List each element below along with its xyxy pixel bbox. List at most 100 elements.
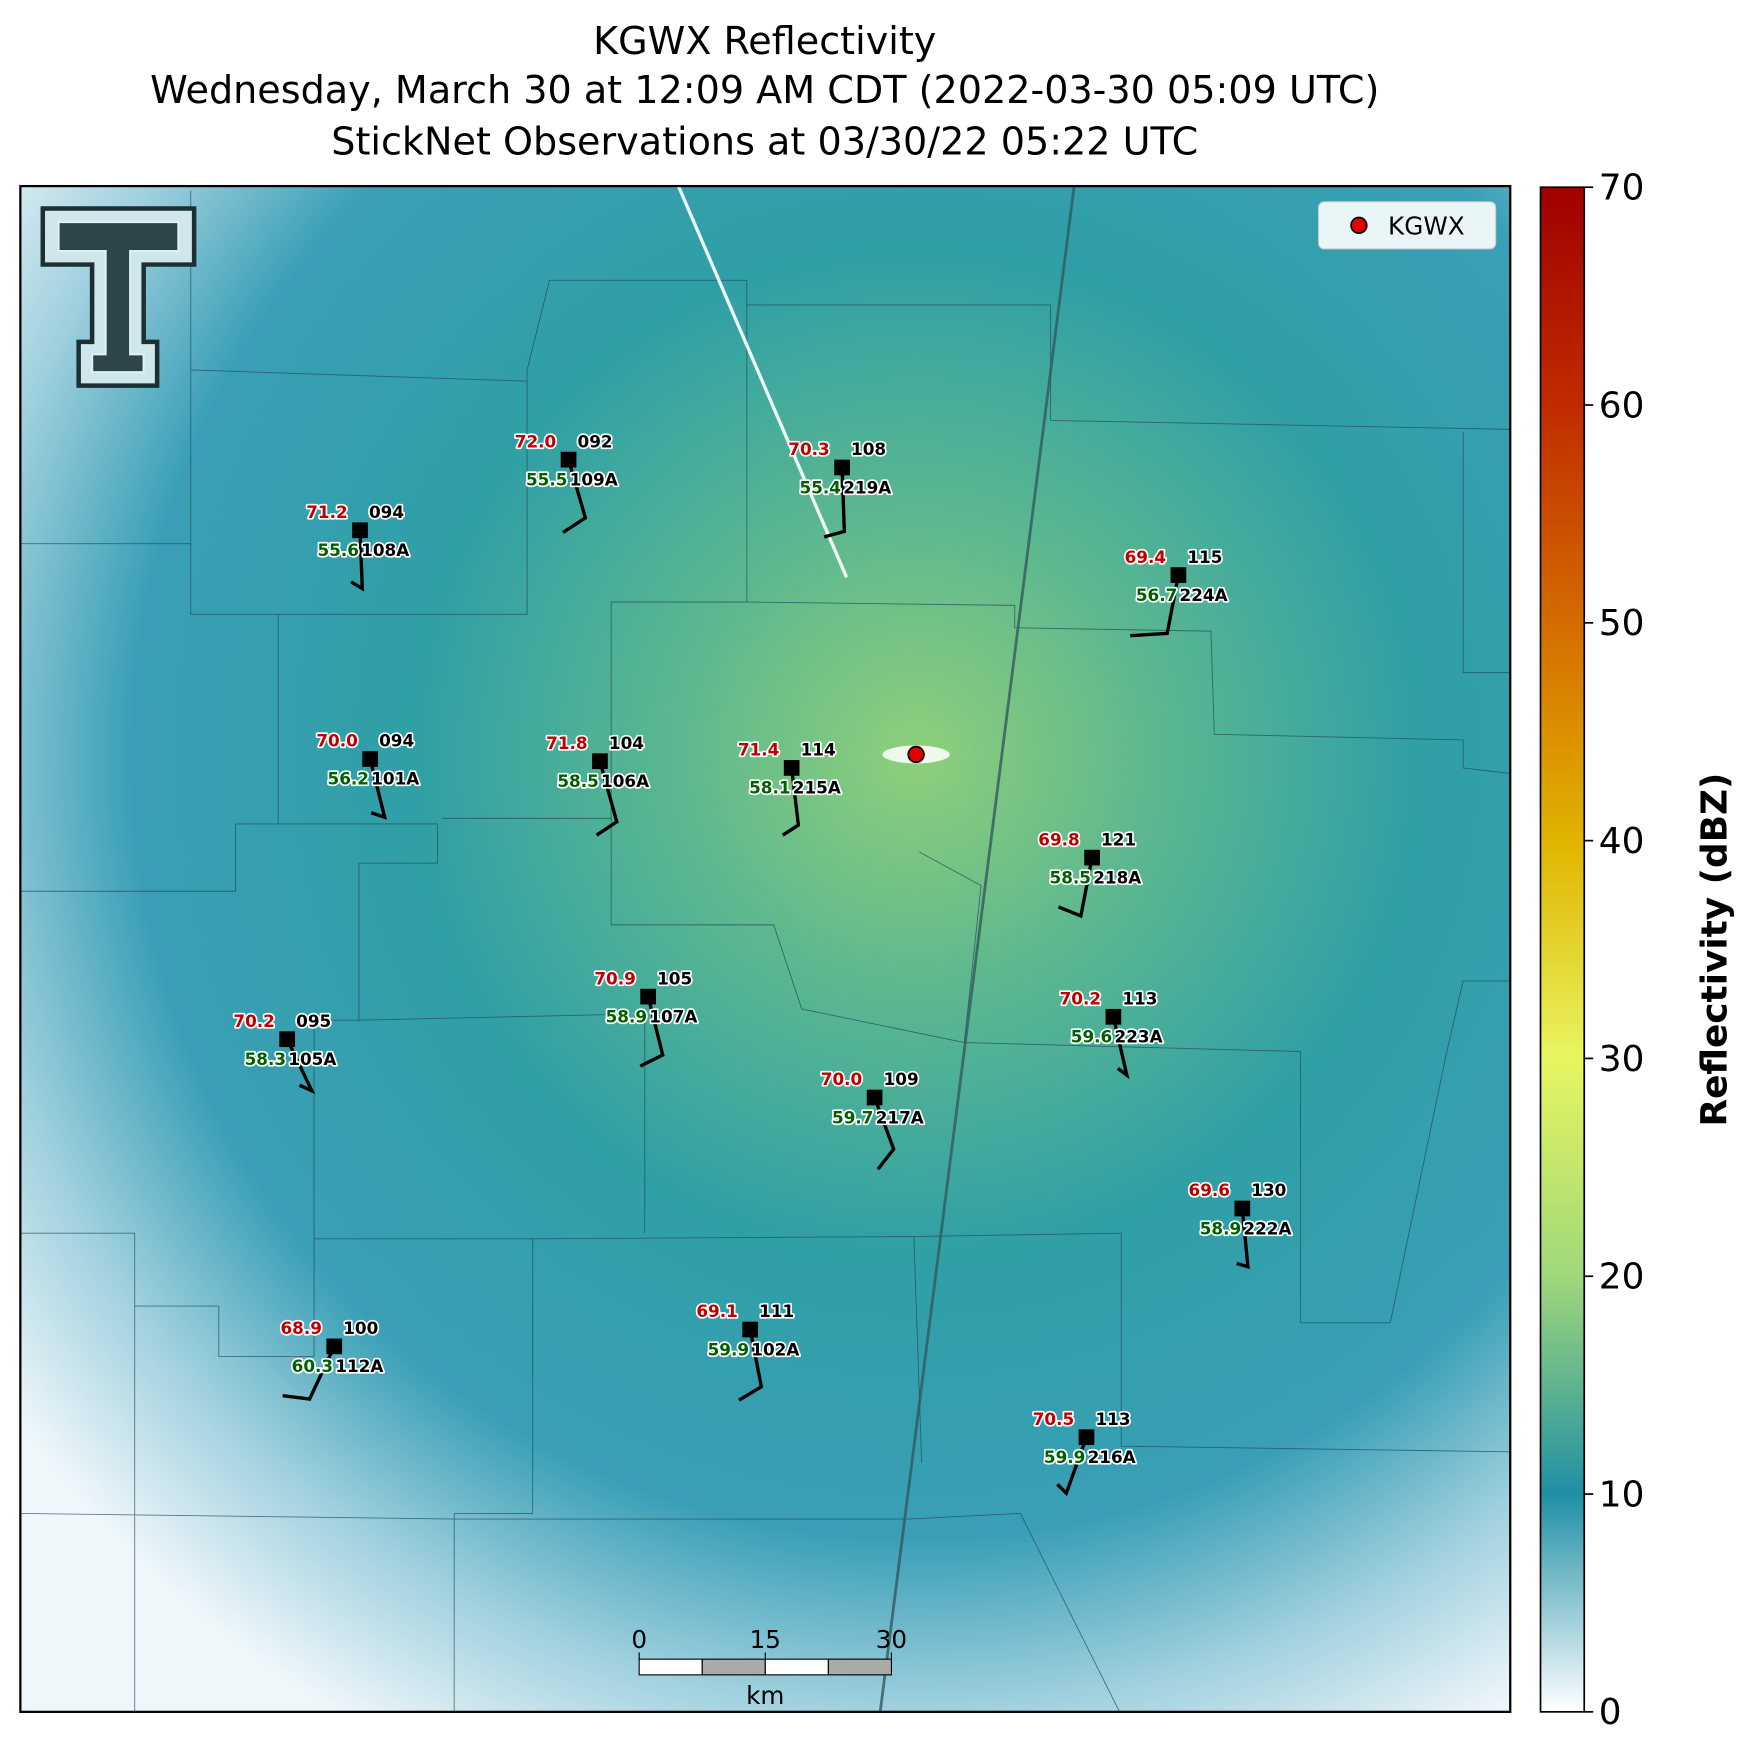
radar-field [20, 186, 1511, 1712]
dewpoint: 56.2 [328, 769, 369, 789]
wind-barb [285, 1038, 316, 1095]
station-id: 217A [876, 1107, 924, 1127]
station-id: 222A [1243, 1218, 1291, 1238]
station-number: 130 [1251, 1180, 1286, 1200]
dewpoint: 56.7 [1136, 585, 1177, 605]
station-marker [866, 1089, 883, 1106]
station-number: 100 [343, 1318, 378, 1338]
colorbar-label: Reflectivity (dBZ) [1695, 773, 1736, 1127]
station-marker [362, 751, 378, 767]
legend-label: KGWX [1388, 211, 1465, 240]
legend-marker [1350, 216, 1368, 235]
station-id: 223A [1115, 1027, 1163, 1047]
temperature: 70.5 [1033, 1409, 1074, 1429]
wind-barb [1057, 857, 1094, 919]
colorbar-tick-label: 30 [1599, 1039, 1645, 1080]
station-id: 215A [793, 778, 841, 798]
scale-unit: km [746, 1681, 784, 1710]
station-marker [640, 988, 656, 1005]
station-id: 101A [371, 769, 419, 789]
colorbar-tick-label: 20 [1599, 1257, 1645, 1298]
colorbar-tick-label: 0 [1599, 1692, 1622, 1733]
scale-tick-label: 15 [750, 1625, 781, 1654]
station-number: 115 [1187, 547, 1222, 567]
dewpoint: 59.7 [832, 1107, 873, 1127]
wind-barb [595, 760, 619, 837]
temperature: 70.9 [594, 968, 635, 988]
wind-barb [1236, 1208, 1250, 1270]
wind-barb [639, 996, 665, 1068]
dewpoint: 58.3 [245, 1049, 286, 1069]
radar-site [907, 745, 925, 764]
scale-tick-label: 30 [876, 1625, 907, 1654]
station-number: 105 [657, 968, 692, 988]
temperature: 69.4 [1125, 547, 1166, 567]
scale-bar: 0 15 30 km [631, 1625, 907, 1710]
station-number: 094 [379, 731, 414, 751]
wind-barb [350, 530, 365, 592]
reflectivity [20, 186, 1511, 1712]
dewpoint: 58.9 [1200, 1218, 1241, 1238]
colorbar-tick-label: 40 [1599, 821, 1645, 862]
colorbar-tick-label: 60 [1599, 385, 1645, 426]
station-id: 105A [288, 1049, 336, 1069]
dewpoint: 59.6 [1071, 1027, 1112, 1047]
dewpoint: 59.9 [708, 1339, 749, 1359]
wind-barb [1111, 1016, 1130, 1080]
station-id: 106A [601, 771, 649, 791]
dewpoint: 60.3 [292, 1356, 333, 1376]
dewpoint: 58.5 [557, 771, 598, 791]
station-number: 113 [1095, 1409, 1130, 1429]
scale-segment [764, 1658, 829, 1676]
station-id: 108A [361, 540, 409, 560]
station-id: 224A [1180, 585, 1228, 605]
dewpoint: 59.9 [1044, 1447, 1085, 1467]
temperature: 70.0 [821, 1069, 862, 1089]
scale-segment [638, 1658, 703, 1676]
title: KGWX Reflectivity [593, 19, 936, 63]
dewpoint: 58.9 [606, 1006, 647, 1026]
station-id: 218A [1093, 867, 1141, 887]
legend: KGWX [1317, 201, 1497, 250]
legend-box [1317, 201, 1497, 250]
station-marker [834, 459, 850, 476]
stations: 72.0 092 55.5 109A 70.3 108 55.4 219A 71.2 094 55.… [232, 430, 1293, 1497]
county-lines [20, 190, 1511, 1712]
station-id: 102A [751, 1339, 799, 1359]
station-marker [1170, 567, 1187, 583]
station-number: 114 [801, 740, 836, 760]
station-marker [279, 1031, 296, 1048]
station-marker [592, 753, 608, 770]
station-marker [352, 522, 368, 539]
radial-artifact [878, 186, 1076, 1712]
scale-segment [827, 1658, 892, 1676]
wind-barb [738, 1329, 764, 1402]
station-marker [1084, 849, 1100, 866]
dewpoint: 58.5 [1050, 867, 1091, 887]
station-id: 216A [1088, 1447, 1136, 1467]
station-id: 219A [843, 477, 891, 497]
station-marker [560, 451, 577, 468]
colorbar-tick-label: 10 [1599, 1474, 1645, 1515]
scale-tick-label: 0 [631, 1625, 647, 1654]
wind-barb [823, 467, 847, 539]
wind-barb [562, 459, 588, 534]
station-number: 092 [578, 431, 613, 451]
scale-segment [701, 1658, 766, 1676]
temperature: 69.6 [1189, 1180, 1230, 1200]
subtitle: Wednesday, March 30 at 12:09 AM CDT (202… [150, 68, 1379, 112]
wind-barb [282, 1345, 336, 1401]
wind-barb [1056, 1436, 1089, 1497]
temperature: 68.9 [280, 1318, 321, 1338]
temperature: 72.0 [515, 431, 556, 451]
temperature: 71.4 [738, 740, 779, 760]
dewpoint: 55.5 [526, 469, 567, 489]
map-frame [19, 184, 1512, 1713]
station-number: 094 [369, 502, 404, 522]
beam-blockage [676, 186, 849, 579]
station-number: 104 [609, 733, 644, 753]
station-number: 111 [759, 1301, 794, 1321]
temperature: 71.8 [546, 733, 587, 753]
dewpoint: 55.6 [317, 540, 358, 560]
